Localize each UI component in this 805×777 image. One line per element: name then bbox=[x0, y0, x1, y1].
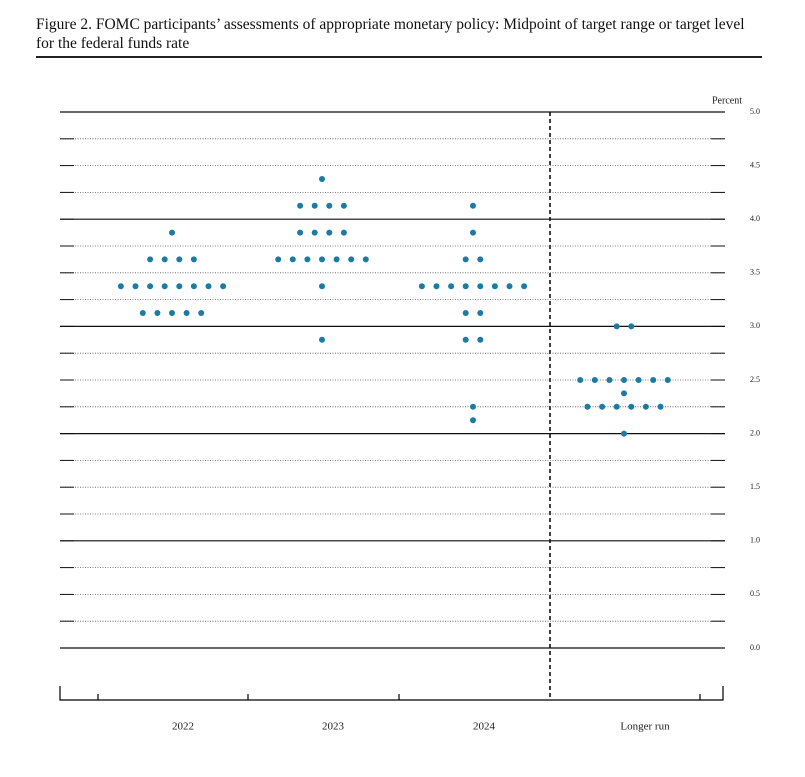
y-tick-label: 3.5 bbox=[750, 268, 760, 277]
dot bbox=[326, 202, 333, 209]
dot bbox=[628, 323, 635, 330]
dot bbox=[433, 283, 440, 290]
dot bbox=[205, 283, 212, 290]
y-tick-label: 2.0 bbox=[750, 428, 760, 437]
dot bbox=[176, 256, 183, 263]
y-tick-label: 1.5 bbox=[750, 482, 760, 491]
x-tick-label: 2022 bbox=[172, 721, 194, 733]
dot bbox=[448, 283, 455, 290]
dot bbox=[642, 403, 649, 410]
dot bbox=[664, 377, 671, 383]
dot bbox=[635, 377, 642, 383]
dot bbox=[621, 377, 627, 383]
dot bbox=[599, 403, 606, 410]
x-tick-label: Longer run bbox=[620, 721, 670, 733]
dot bbox=[154, 310, 161, 316]
dot bbox=[650, 377, 657, 383]
dot bbox=[311, 229, 318, 236]
y-tick-label: 4.0 bbox=[750, 214, 760, 223]
y-tick-label: 0.5 bbox=[750, 589, 760, 598]
dot bbox=[190, 283, 197, 290]
dot bbox=[462, 256, 469, 263]
y-tick-label: 3.0 bbox=[750, 321, 760, 330]
dot bbox=[147, 283, 154, 290]
dot bbox=[470, 417, 476, 424]
dot bbox=[628, 403, 635, 410]
dot bbox=[311, 202, 318, 209]
dot bbox=[348, 256, 355, 263]
y-tick-label: 4.5 bbox=[750, 160, 760, 169]
dot bbox=[491, 283, 498, 290]
dot bbox=[319, 256, 325, 263]
dot bbox=[297, 202, 304, 209]
dot bbox=[132, 283, 139, 290]
dot bbox=[613, 403, 620, 410]
chart-title: Figure 2. FOMC participants’ assessments… bbox=[36, 15, 762, 58]
x-tick-label: 2023 bbox=[322, 721, 345, 733]
dot bbox=[477, 310, 484, 316]
y-tick-label: 1.0 bbox=[750, 536, 760, 545]
y-tick-label: 5.0 bbox=[750, 107, 760, 116]
dot bbox=[169, 229, 175, 236]
dot bbox=[477, 283, 484, 290]
dot bbox=[477, 256, 484, 263]
dot bbox=[183, 310, 190, 316]
dot bbox=[117, 283, 124, 290]
x-axis bbox=[59, 686, 724, 701]
dot bbox=[190, 256, 197, 263]
dot bbox=[462, 283, 469, 290]
dot bbox=[147, 256, 154, 263]
dot bbox=[577, 377, 584, 383]
dot bbox=[470, 202, 476, 209]
y-tick-label: 2.5 bbox=[750, 375, 760, 384]
dot bbox=[176, 283, 183, 290]
y-tick-label: 0.0 bbox=[750, 643, 760, 652]
dot bbox=[470, 229, 476, 236]
dot bbox=[470, 403, 476, 410]
dot bbox=[584, 403, 591, 410]
dot bbox=[275, 256, 282, 263]
dot bbox=[161, 256, 168, 263]
dot bbox=[161, 283, 168, 290]
dot bbox=[319, 283, 325, 290]
dot bbox=[139, 310, 146, 316]
dot bbox=[304, 256, 311, 263]
x-tick-label: 2024 bbox=[473, 721, 496, 733]
dot bbox=[621, 430, 627, 437]
dot bbox=[319, 336, 325, 343]
dot bbox=[606, 377, 613, 383]
dot bbox=[462, 310, 469, 316]
dot bbox=[319, 176, 325, 182]
dot bbox=[418, 283, 425, 290]
dot bbox=[297, 229, 304, 236]
y-axis-label: Percent bbox=[712, 95, 742, 106]
dot bbox=[333, 256, 340, 263]
dot bbox=[340, 229, 347, 236]
dot bbox=[613, 323, 620, 330]
dot bbox=[220, 283, 227, 290]
dot bbox=[521, 283, 528, 290]
dot bbox=[198, 310, 205, 316]
dot bbox=[362, 256, 369, 263]
dot bbox=[621, 390, 627, 397]
dot bbox=[477, 336, 484, 343]
dot bbox=[340, 202, 347, 209]
dot bbox=[462, 336, 469, 343]
dot bbox=[657, 403, 664, 410]
dot bbox=[506, 283, 513, 290]
dot bbox=[326, 229, 333, 236]
dot bbox=[591, 377, 598, 383]
dot bbox=[169, 310, 175, 316]
dot bbox=[289, 256, 296, 263]
